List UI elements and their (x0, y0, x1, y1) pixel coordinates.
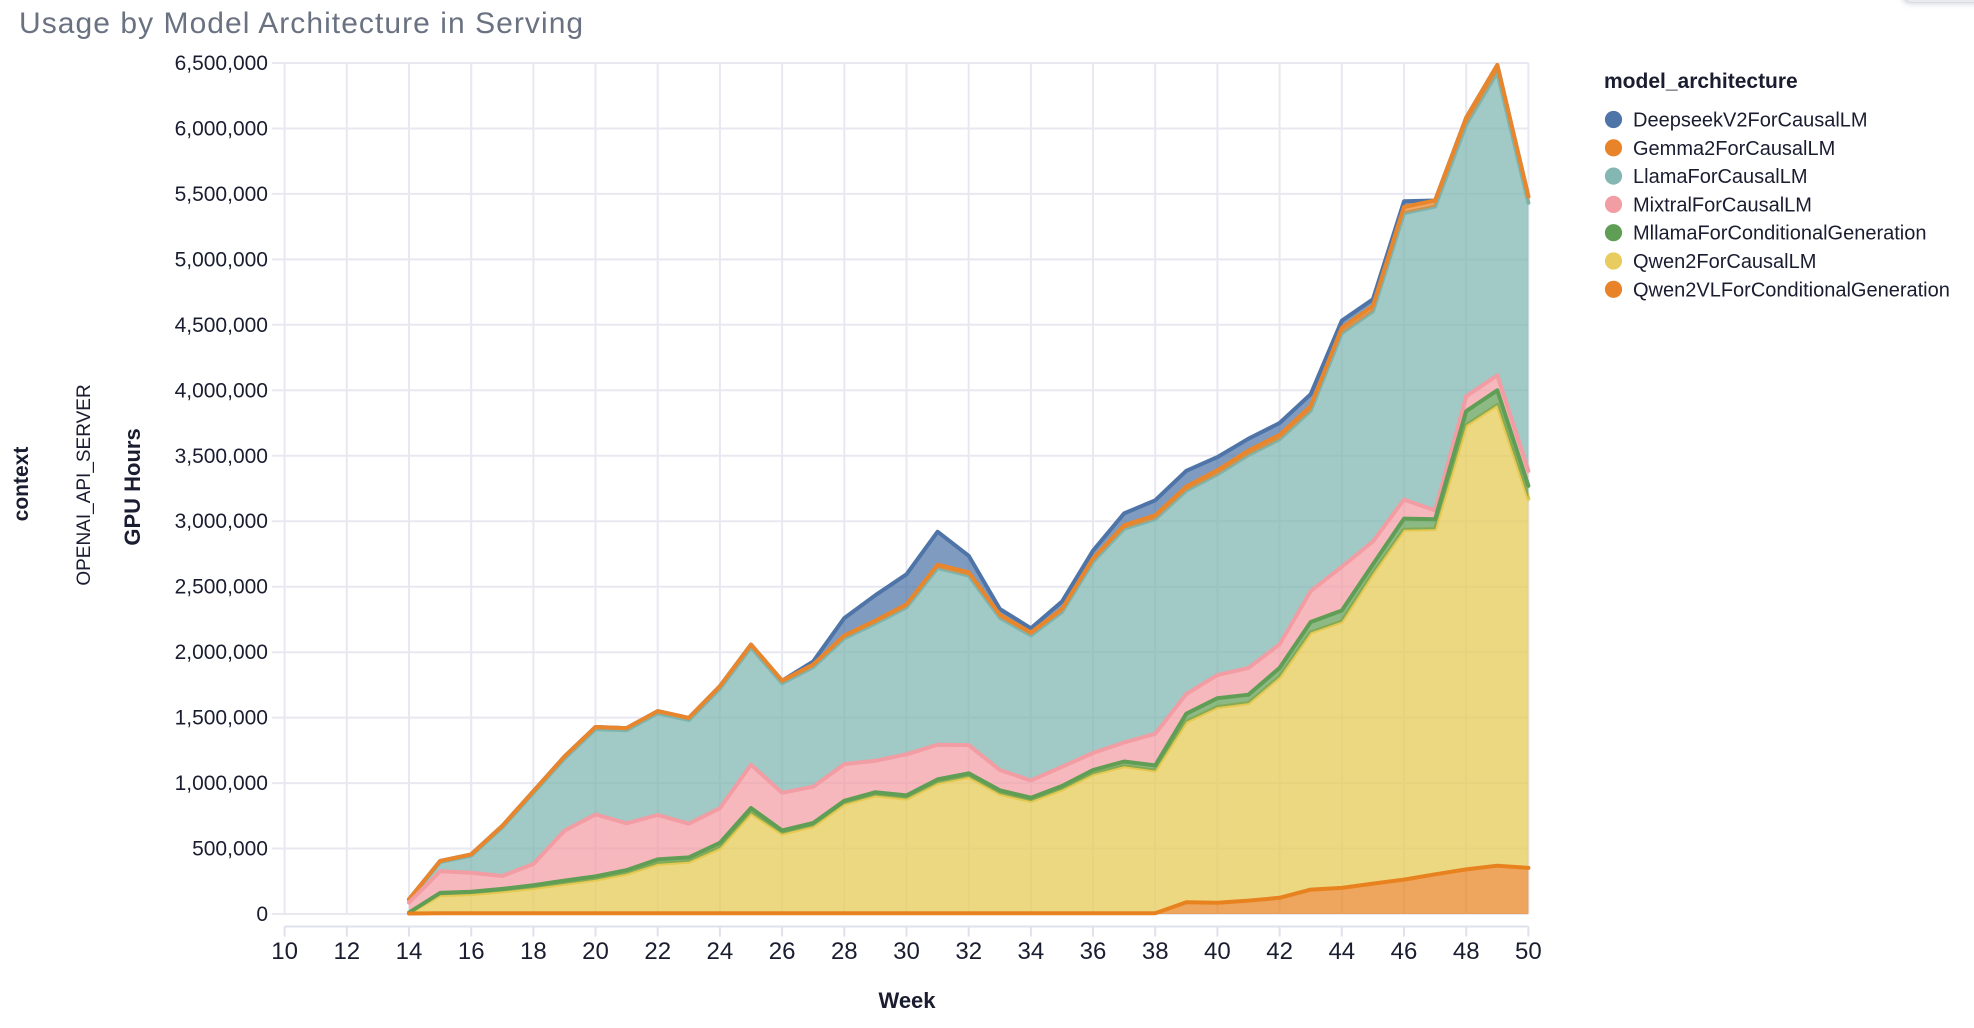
svg-text:3,500,000: 3,500,000 (175, 445, 268, 468)
svg-text:model_architecture: model_architecture (1604, 70, 1798, 93)
svg-text:28: 28 (831, 938, 858, 965)
svg-text:3,000,000: 3,000,000 (175, 510, 268, 533)
svg-text:48: 48 (1453, 938, 1480, 965)
svg-text:Qwen2VLForConditionalGeneratio: Qwen2VLForConditionalGeneration (1633, 279, 1950, 301)
svg-text:26: 26 (769, 938, 796, 965)
svg-text:50: 50 (1515, 938, 1542, 965)
svg-text:Usage by Model Architecture in: Usage by Model Architecture in Serving (19, 7, 584, 40)
svg-text:Week: Week (878, 988, 936, 1013)
svg-text:2,500,000: 2,500,000 (175, 576, 268, 599)
svg-text:10: 10 (271, 938, 298, 965)
svg-text:Qwen2ForCausalLM: Qwen2ForCausalLM (1633, 251, 1816, 273)
svg-text:34: 34 (1018, 938, 1045, 965)
svg-text:5,000,000: 5,000,000 (175, 248, 268, 271)
svg-text:38: 38 (1142, 938, 1169, 965)
svg-text:24: 24 (707, 938, 734, 965)
svg-text:16: 16 (458, 938, 485, 965)
svg-text:22: 22 (644, 938, 671, 965)
svg-text:MixtralForCausalLM: MixtralForCausalLM (1633, 194, 1812, 216)
svg-text:0: 0 (256, 903, 268, 926)
svg-text:GPU Hours: GPU Hours (120, 428, 145, 545)
svg-text:6,500,000: 6,500,000 (175, 52, 268, 75)
svg-text:12: 12 (333, 938, 360, 965)
svg-text:1,000,000: 1,000,000 (175, 772, 268, 795)
svg-text:MllamaForConditionalGeneration: MllamaForConditionalGeneration (1633, 223, 1926, 245)
svg-text:6,000,000: 6,000,000 (175, 118, 268, 141)
svg-text:44: 44 (1328, 938, 1355, 965)
svg-text:4,000,000: 4,000,000 (175, 379, 268, 402)
svg-text:18: 18 (520, 938, 547, 965)
svg-text:46: 46 (1391, 938, 1418, 965)
svg-text:14: 14 (396, 938, 423, 965)
svg-text:Gemma2ForCausalLM: Gemma2ForCausalLM (1633, 138, 1835, 160)
svg-text:1,500,000: 1,500,000 (175, 707, 268, 730)
svg-text:20: 20 (582, 938, 609, 965)
svg-text:32: 32 (955, 938, 982, 965)
svg-text:OPENAI_API_SERVER: OPENAI_API_SERVER (74, 384, 95, 585)
svg-text:LlamaForCausalLM: LlamaForCausalLM (1633, 166, 1808, 188)
svg-text:36: 36 (1080, 938, 1107, 965)
svg-text:2,000,000: 2,000,000 (175, 641, 268, 664)
svg-text:30: 30 (893, 938, 920, 965)
svg-text:42: 42 (1266, 938, 1293, 965)
svg-text:500,000: 500,000 (192, 838, 268, 861)
svg-text:5,500,000: 5,500,000 (175, 183, 268, 206)
svg-text:40: 40 (1204, 938, 1231, 965)
svg-text:context: context (10, 447, 33, 522)
svg-text:DeepseekV2ForCausalLM: DeepseekV2ForCausalLM (1633, 110, 1868, 132)
svg-text:4,500,000: 4,500,000 (175, 314, 268, 337)
